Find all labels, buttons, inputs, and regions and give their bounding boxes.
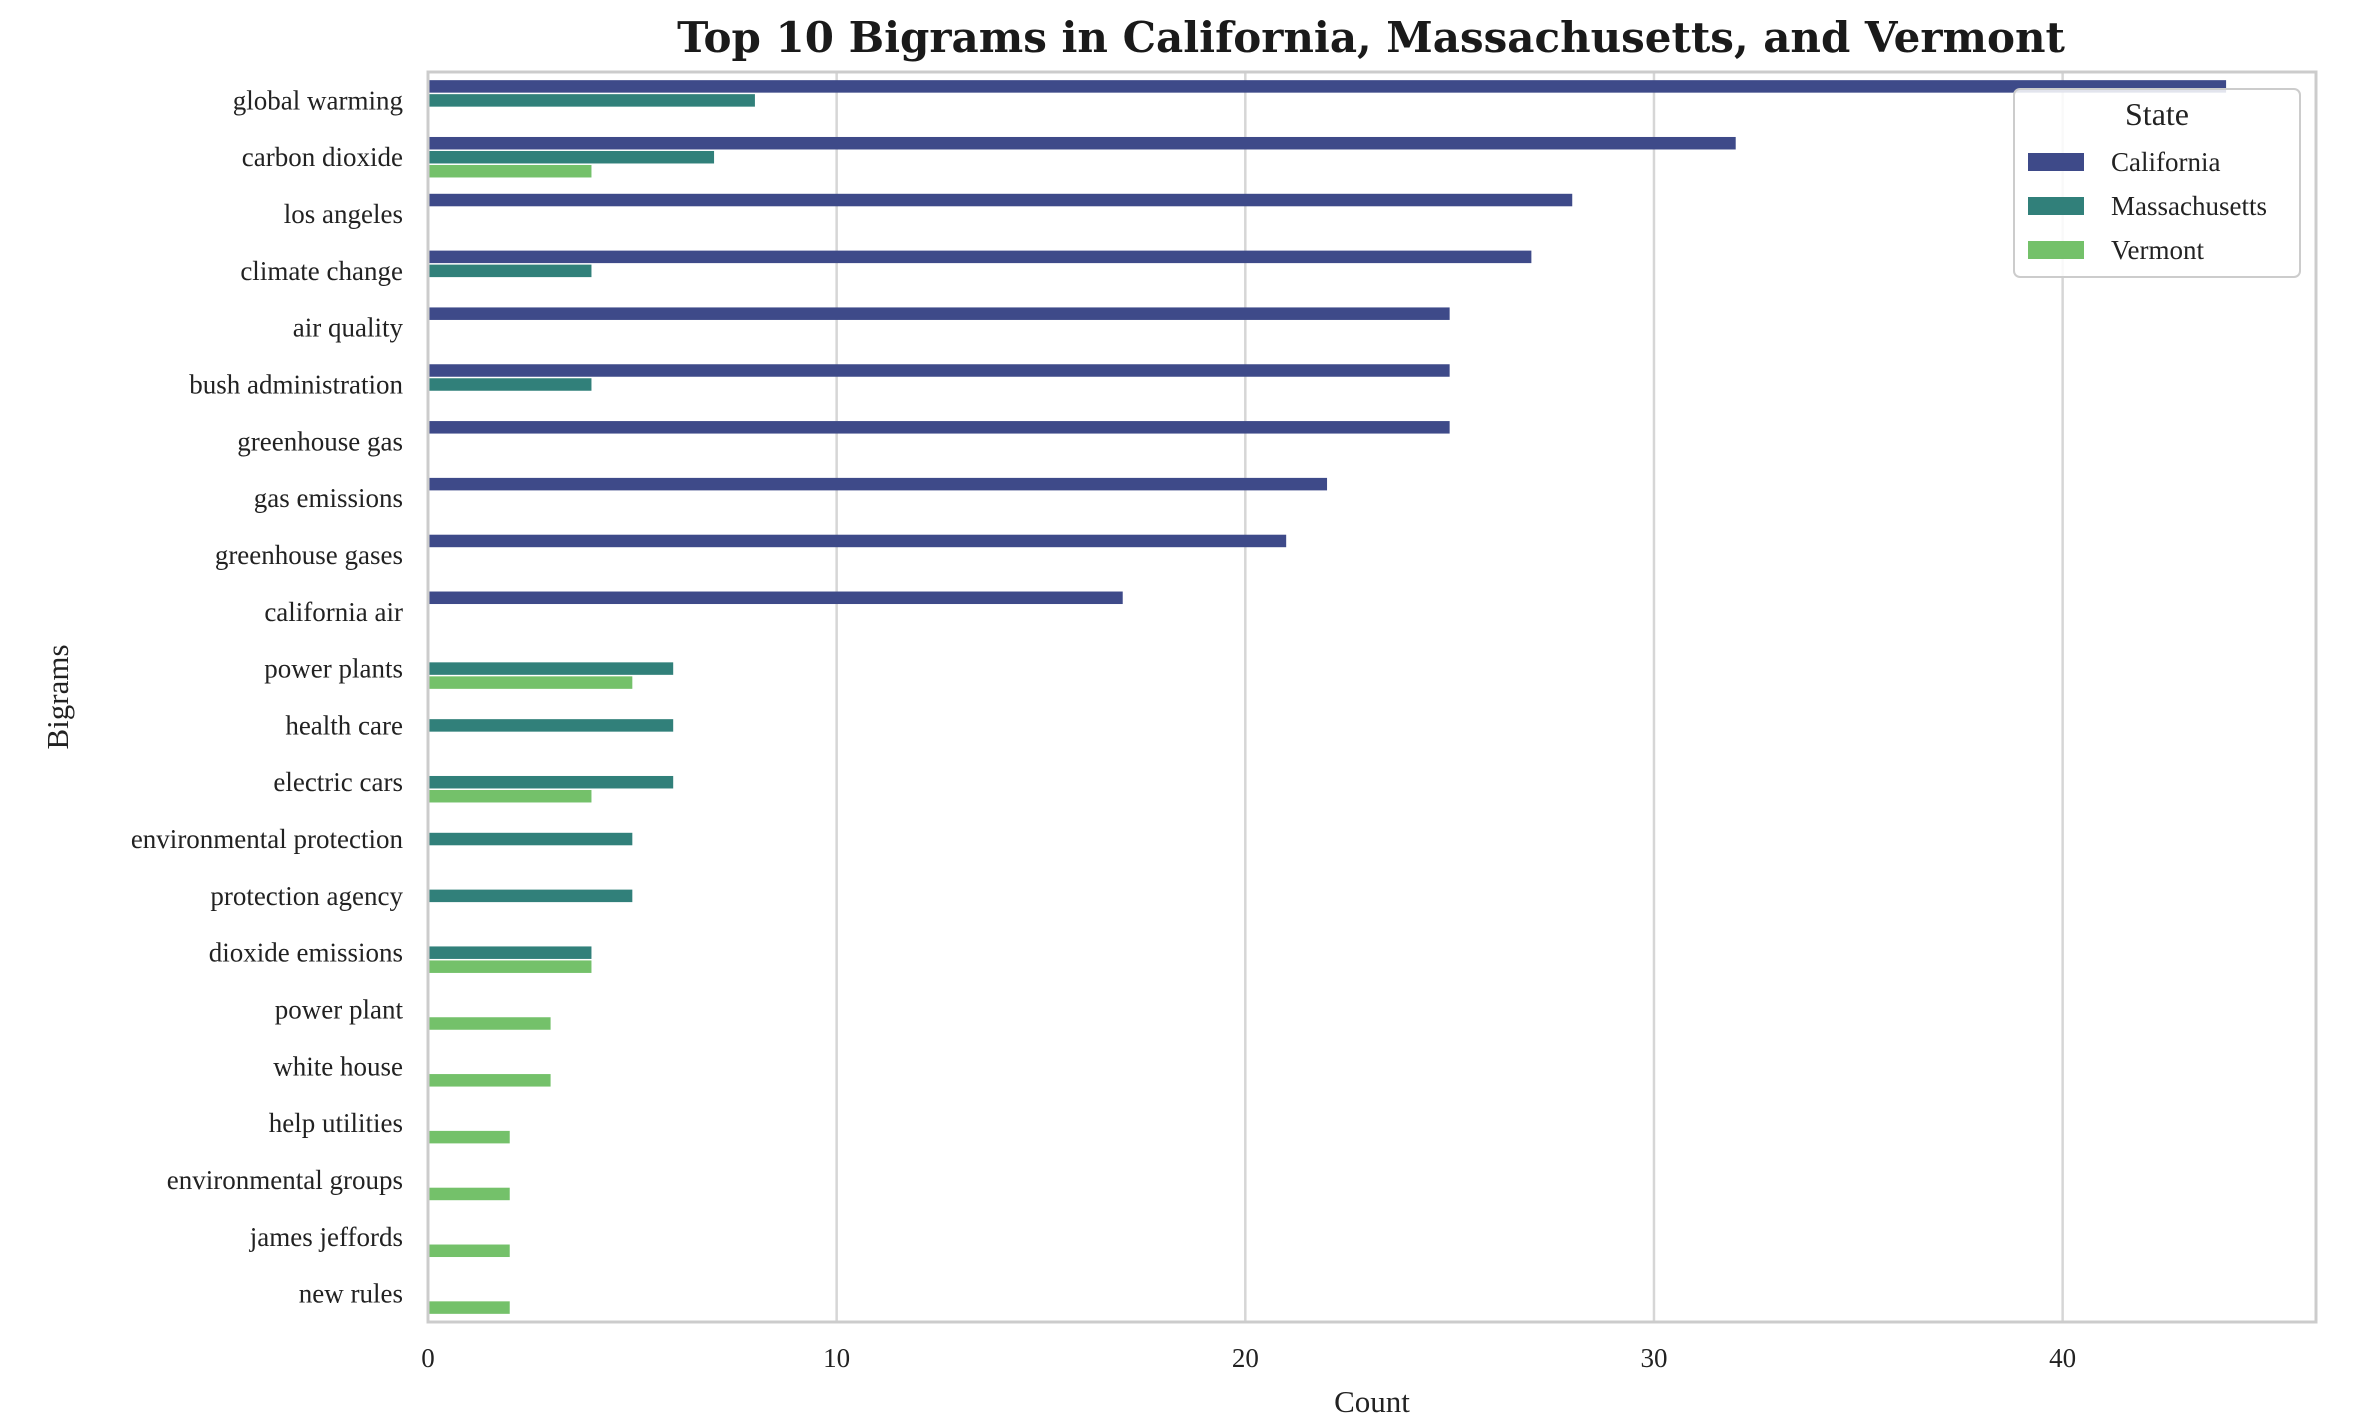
y-tick-labels: global warming carbon dioxide los angeles c… xyxy=(131,85,404,1308)
y-tick-label: climate change xyxy=(240,256,403,286)
y-tick-label: new rules xyxy=(299,1279,403,1309)
plot-frame xyxy=(426,70,2318,1324)
bar xyxy=(428,1017,551,1030)
y-tick-label: california air xyxy=(264,597,403,627)
legend-swatch xyxy=(2028,197,2084,215)
y-tick-label: air quality xyxy=(293,313,404,343)
legend-box xyxy=(2013,88,2301,278)
bar xyxy=(428,789,592,803)
y-tick-label: carbon dioxide xyxy=(242,142,403,172)
bar xyxy=(428,136,1736,150)
legend-items: California Massachusetts Vermont xyxy=(2028,147,2267,265)
bar xyxy=(428,80,2227,93)
legend-label: Massachusetts xyxy=(2111,191,2267,221)
y-tick-label: greenhouse gas xyxy=(237,426,403,456)
x-tick-labels: 0 10 20 30 40 xyxy=(421,1343,2076,1373)
y-tick-label: bush administration xyxy=(189,370,403,400)
y-tick-label: power plant xyxy=(275,995,404,1025)
y-tick-label: dioxide emissions xyxy=(209,938,403,968)
x-tick-label: 30 xyxy=(1640,1343,1667,1373)
bar xyxy=(428,662,674,675)
bar xyxy=(428,719,674,732)
bar xyxy=(428,775,674,789)
legend-label: Vermont xyxy=(2111,235,2204,265)
x-tick-label: 0 xyxy=(421,1343,435,1373)
bar xyxy=(428,591,1123,605)
bar xyxy=(428,250,1532,264)
bar xyxy=(428,150,715,164)
y-tick-label: white house xyxy=(273,1051,403,1081)
bar xyxy=(428,534,1287,548)
bar xyxy=(428,832,633,846)
bar xyxy=(428,1301,510,1314)
legend-swatch xyxy=(2028,241,2084,259)
legend-title: State xyxy=(2125,96,2189,132)
legend-swatch xyxy=(2028,153,2084,171)
bar xyxy=(428,193,1573,207)
y-tick-label: los angeles xyxy=(284,199,403,229)
bar xyxy=(428,264,592,278)
bar xyxy=(428,378,592,391)
x-tick-label: 10 xyxy=(823,1343,850,1373)
bar xyxy=(428,946,592,959)
y-tick-label: global warming xyxy=(233,85,403,115)
y-tick-label: health care xyxy=(285,710,403,740)
y-tick-label: gas emissions xyxy=(254,483,403,513)
bar xyxy=(428,421,1450,434)
y-tick-label: environmental groups xyxy=(167,1165,403,1195)
y-tick-label: environmental protection xyxy=(131,824,404,854)
bars xyxy=(428,80,2227,1314)
y-tick-label: greenhouse gases xyxy=(215,540,403,570)
x-axis-label: Count xyxy=(1334,1384,1410,1419)
bar xyxy=(428,307,1450,320)
x-tick-label: 40 xyxy=(2049,1343,2076,1373)
y-axis-label: Bigrams xyxy=(40,644,75,749)
y-tick-label: help utilities xyxy=(269,1108,403,1138)
bar xyxy=(428,94,755,107)
bar xyxy=(428,1187,510,1201)
bar xyxy=(428,889,633,903)
grid-lines xyxy=(835,72,2064,1322)
y-tick-label: electric cars xyxy=(273,767,403,797)
y-tick-label: power plants xyxy=(264,654,403,684)
y-tick-label: protection agency xyxy=(210,881,403,911)
x-tick-label: 20 xyxy=(1232,1343,1259,1373)
bar xyxy=(428,1130,510,1144)
legend-label: California xyxy=(2111,147,2220,177)
y-tick-label: james jeffords xyxy=(249,1222,403,1252)
bar xyxy=(428,1074,551,1087)
bar xyxy=(428,477,1328,491)
bar xyxy=(428,1244,510,1258)
bar xyxy=(428,960,592,973)
bar xyxy=(428,676,633,689)
bar xyxy=(428,364,1450,377)
bar xyxy=(428,164,592,178)
legend: State California Massachusetts Vermont xyxy=(2013,88,2301,278)
chart-title: Top 10 Bigrams in California, Massachuse… xyxy=(677,13,2065,62)
